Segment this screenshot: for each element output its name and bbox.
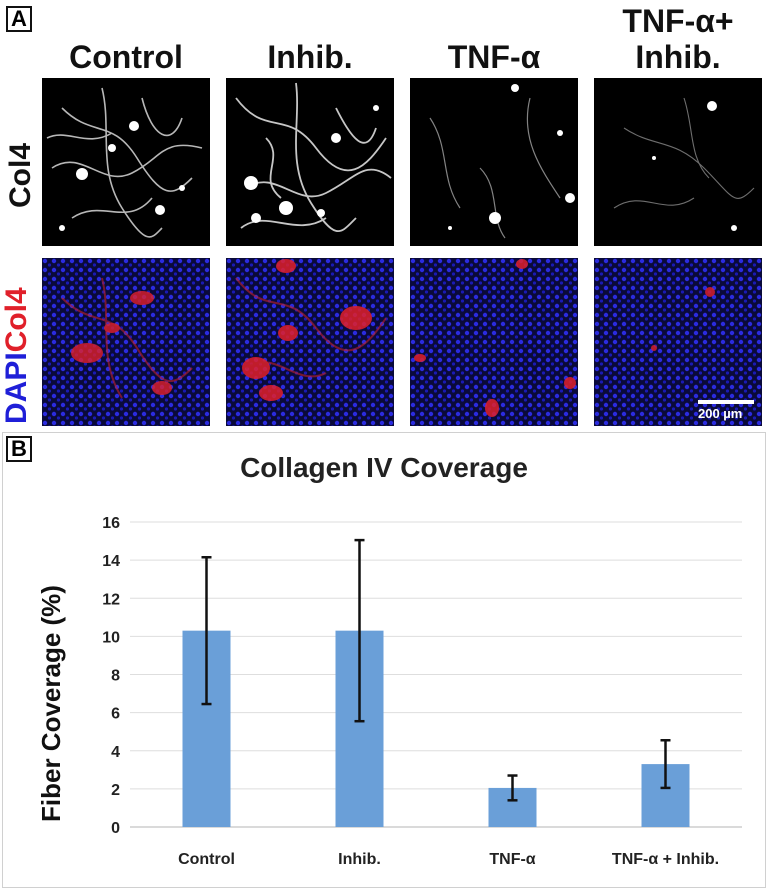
micrograph-col4-control	[42, 78, 210, 246]
tile-col4-control	[42, 78, 210, 246]
tile-col4-inhib	[226, 78, 394, 246]
y-tick-label: 2	[111, 782, 120, 799]
y-tick-label: 0	[111, 820, 120, 837]
y-tick-label: 8	[111, 668, 120, 685]
y-tick-label: 12	[102, 591, 120, 608]
y-tick-label: 16	[102, 515, 120, 532]
tile-col4-tnf	[410, 78, 578, 246]
column-header-control: Control	[69, 39, 183, 75]
tile-merge-tnf	[410, 258, 578, 426]
micrograph-col4-tnf-inhib	[594, 78, 762, 246]
scale-bar-label: 200 µm	[698, 406, 743, 421]
column-header-tnf-inhib-line1: TNF-α+	[622, 3, 734, 39]
x-tick-label: TNF-α + Inhib.	[612, 851, 719, 868]
tile-merge-inhib	[226, 258, 394, 426]
y-tick-label: 4	[111, 744, 120, 761]
chart-title: Collagen IV Coverage	[240, 452, 528, 483]
y-tick-label: 6	[111, 706, 120, 723]
y-tick-label: 14	[102, 553, 120, 570]
panel-a-label: A	[6, 6, 32, 32]
tile-merge-tnf-inhib: 200 µm	[594, 258, 762, 426]
column-header-tnf-inhib-line2: Inhib.	[635, 39, 721, 75]
micrograph-merge-tnf-inhib	[594, 258, 762, 426]
column-header-tnf: TNF-α	[447, 39, 541, 75]
micrograph-merge-control	[42, 258, 210, 426]
chart-frame	[2, 432, 766, 888]
y-tick-label: 10	[102, 629, 120, 646]
panel-b-label: B	[6, 436, 32, 462]
x-tick-label: Control	[178, 851, 235, 868]
x-tick-label: Inhib.	[338, 851, 381, 868]
x-tick-label: TNF-α	[489, 851, 535, 868]
micrograph-merge-inhib	[226, 258, 394, 426]
micrograph-col4-inhib	[226, 78, 394, 246]
column-header-inhib: Inhib.	[267, 39, 353, 75]
tile-merge-control	[42, 258, 210, 426]
scale-bar-line	[698, 400, 754, 404]
micrograph-col4-tnf	[410, 78, 578, 246]
tile-col4-tnf-inhib	[594, 78, 762, 246]
micrograph-merge-tnf	[410, 258, 578, 426]
